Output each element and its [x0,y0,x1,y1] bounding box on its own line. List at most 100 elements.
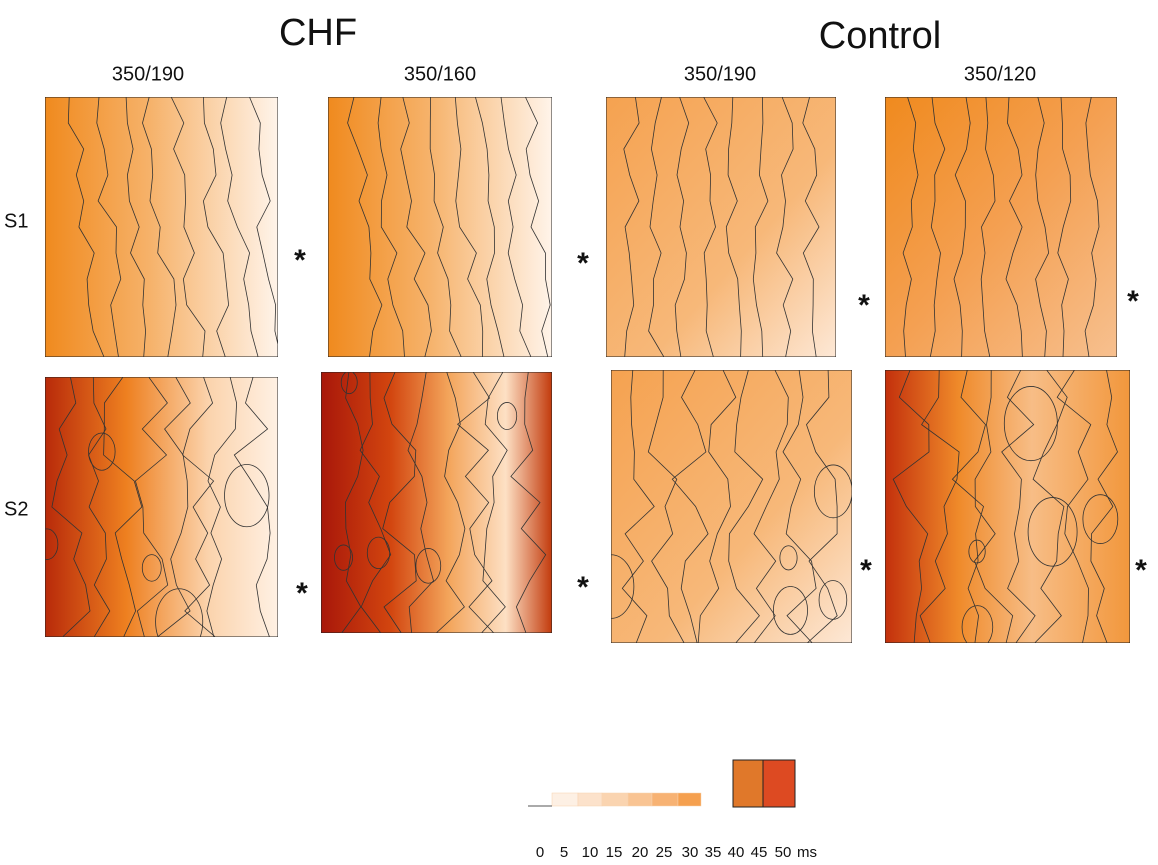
contour-line [170,97,206,357]
contour-line [454,97,484,357]
contour-map [606,97,836,357]
contour-loop [334,544,353,571]
colorbar-segment [528,793,552,806]
contour-line [1001,370,1036,643]
contour-line [703,97,718,357]
contour-map [611,370,852,643]
contour-line [929,97,946,357]
contour-loop [496,402,518,430]
contour-loop [45,528,59,560]
column-label: 350/190 [112,63,184,85]
colorbar-tick-label: 20 [632,844,649,861]
contour-line [429,97,462,357]
contour-line [249,97,278,347]
contour-line [525,97,551,357]
contour-line [475,97,505,357]
colorbar: 0 5 10 15 20 25 30 35 40 45 50 ms [528,759,817,861]
contour-line [782,370,817,643]
contour-loop [366,536,391,570]
map-fill [45,97,278,357]
contour-loop [611,554,635,619]
contour-line [1084,97,1100,357]
contour-loop [968,539,986,564]
contour-line [1032,370,1068,643]
contour-line [951,370,986,643]
colorbar-tick-label: 15 [606,844,623,861]
colorbar-box [732,759,764,808]
contour-line [206,377,238,637]
significance-marker: * [296,577,308,610]
contour-line [725,97,742,357]
contour-line [359,372,392,633]
contour-map [321,372,552,633]
contour-line [1057,97,1072,357]
contour-line [806,370,838,643]
contour-line [892,370,930,643]
colorbar-tick-label: 25 [656,844,673,861]
colorbar-tick-label: 45 [751,844,768,861]
contour-map [885,370,1130,643]
contour-line [974,370,1014,643]
contour-line [182,377,216,637]
colorbar-unit: ms [797,844,817,861]
row-label: S1 [4,210,28,232]
map-fill [328,97,552,357]
contour-line [347,97,383,357]
contour-line [902,97,919,357]
contour-line [435,372,466,633]
contour-line [802,97,820,357]
contour-line [157,377,191,637]
contour-line [481,372,508,633]
colorbar-segment [601,792,629,807]
contour-loop [818,580,848,620]
column-label: 350/120 [964,63,1036,85]
map-fill [611,370,852,643]
map-fill [45,377,278,637]
colorbar-tick-label: 35 [705,844,722,861]
column-label: 350/160 [404,63,476,85]
contour-map [328,97,552,357]
contour-maps [45,97,1130,643]
contour-line [674,97,690,357]
contour-map [885,97,1117,357]
contour-map [45,377,278,637]
contour-loop [1082,494,1119,544]
contour-line [753,370,789,643]
colorbar-segment [577,792,603,807]
contour-line [377,97,405,357]
significance-marker: * [858,289,870,322]
colorbar-segment [677,792,702,807]
contour-line [919,370,960,643]
contour-line [510,372,547,633]
contour-loop [1027,497,1078,567]
contour-line [382,372,417,633]
significance-marker: * [1135,554,1147,587]
contour-line [220,97,259,357]
contour-line [980,97,996,357]
significance-marker: * [577,571,589,604]
colorbar-segment [651,792,679,807]
colorbar-segment [627,792,653,807]
contour-line [1035,97,1050,357]
significance-marker: * [860,554,872,587]
group-title: Control [819,15,942,57]
contour-loop [779,545,798,571]
contour-loop [141,554,162,582]
contour-loop [961,605,994,643]
contour-line [67,97,105,357]
contour-line [103,377,143,637]
contour-line [142,97,177,357]
significance-marker: * [577,247,589,280]
colorbar-box [762,759,796,808]
contour-loop [340,372,358,395]
contour-line [728,370,764,643]
map-fill [885,97,1117,357]
contour-line [776,97,794,357]
contour-line [134,377,169,637]
contour-line [621,370,655,643]
contour-line [1090,370,1118,643]
map-fill [885,370,1130,643]
contour-line [671,370,709,643]
contour-line [96,97,122,357]
